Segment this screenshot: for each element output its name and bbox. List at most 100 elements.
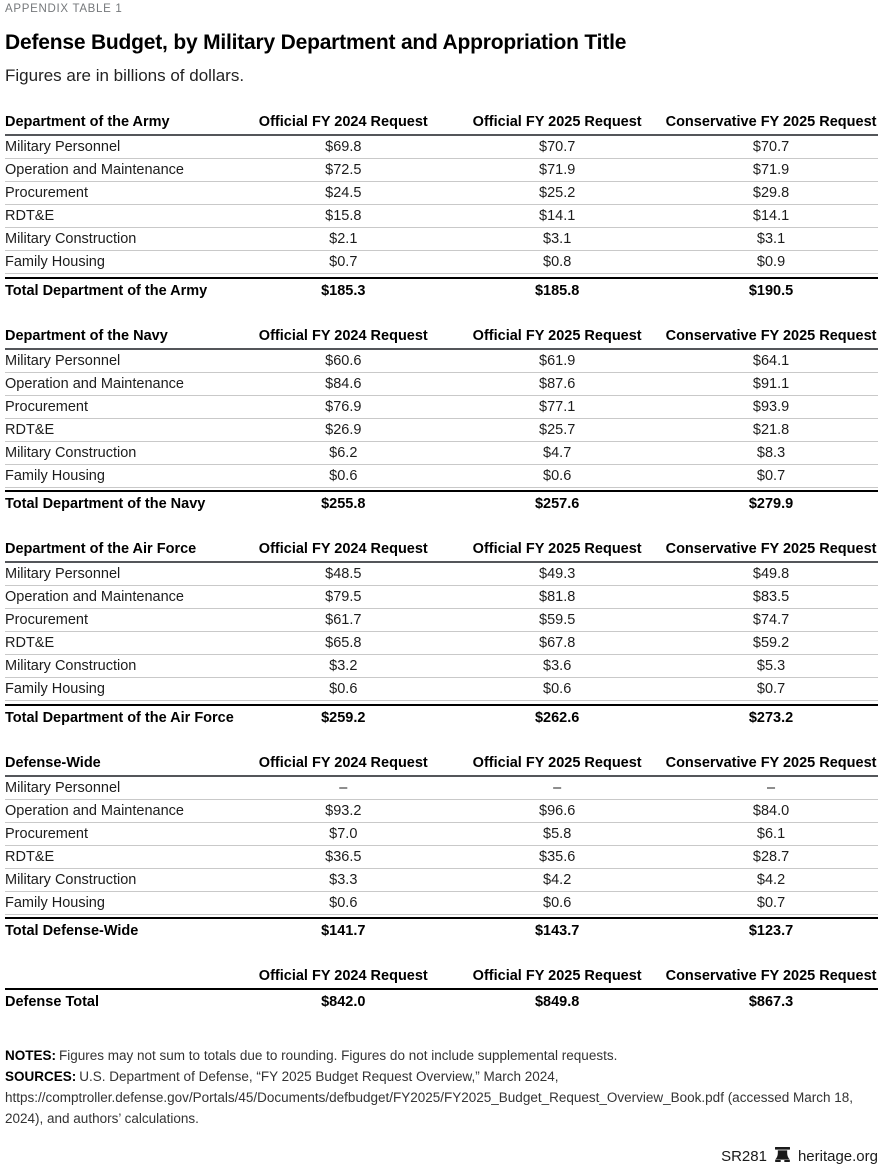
table-row: RDT&E $36.5 $35.6 $28.7	[5, 845, 878, 869]
row-value: –	[664, 775, 878, 800]
table-row: Family Housing $0.7 $0.8 $0.9	[5, 250, 878, 274]
total-value: $143.7	[450, 917, 665, 942]
column-header-fy2025: Official FY 2025 Request	[450, 539, 665, 563]
page-footer: SR281 heritage.org	[5, 1147, 878, 1166]
total-value: $273.2	[664, 703, 878, 729]
column-header-conservative: Conservative FY 2025 Request	[664, 966, 878, 990]
report-id: SR281	[721, 1148, 767, 1165]
total-label: Total Department of the Air Force	[5, 703, 237, 729]
row-value: $6.2	[236, 441, 451, 465]
page-subtitle: Figures are in billions of dollars.	[5, 66, 245, 85]
sources-text: U.S. Department of Defense, “FY 2025 Bud…	[5, 1069, 853, 1126]
row-value: $5.3	[664, 654, 878, 678]
column-header-conservative: Conservative FY 2025 Request	[664, 112, 878, 136]
row-label: Military Personnel	[5, 135, 237, 159]
row-label: Military Construction	[5, 654, 237, 678]
row-value: $64.1	[664, 348, 878, 373]
document-header: APPENDIX TABLE 1 Defense Budget, by Mili…	[5, 3, 878, 86]
row-value: $25.2	[450, 181, 665, 205]
row-value: $91.1	[664, 372, 878, 396]
row-label: RDT&E	[5, 418, 237, 442]
notes-and-sources: NOTES: Figures may not sum to totals due …	[5, 1045, 878, 1129]
table-row: Procurement $76.9 $77.1 $93.9	[5, 395, 878, 419]
table-row: Family Housing $0.6 $0.6 $0.7	[5, 464, 878, 488]
section-total-row: Total Department of the Air Force $259.2…	[5, 703, 878, 729]
row-value: $0.6	[450, 464, 665, 488]
row-value: $0.6	[450, 677, 665, 701]
row-label: Military Personnel	[5, 775, 237, 800]
row-value: $4.2	[664, 868, 878, 892]
section-title: Defense-Wide	[5, 752, 237, 777]
department-table: Department of the Navy Official FY 2024 …	[5, 325, 878, 515]
row-value: $71.9	[450, 158, 665, 182]
row-value: $96.6	[450, 799, 665, 823]
total-value: $141.7	[236, 917, 451, 942]
row-value: $48.5	[236, 562, 451, 586]
row-value: $0.6	[236, 677, 451, 701]
row-value: $28.7	[664, 845, 878, 869]
column-header-row: Defense-Wide Official FY 2024 Request Of…	[5, 752, 878, 777]
row-value: $49.3	[450, 562, 665, 586]
notes-line: NOTES: Figures may not sum to totals due …	[5, 1045, 878, 1066]
column-header-row: Department of the Army Official FY 2024 …	[5, 112, 878, 136]
grand-total-value: $867.3	[748, 994, 794, 1010]
total-value: $279.9	[664, 490, 878, 515]
row-value: $0.8	[450, 250, 665, 274]
row-value: $59.5	[450, 608, 665, 632]
column-header-fy2024: Official FY 2024 Request	[236, 112, 451, 136]
row-value: $67.8	[450, 631, 665, 655]
column-header-fy2024: Official FY 2024 Request	[236, 966, 451, 990]
table-row: Procurement $24.5 $25.2 $29.8	[5, 181, 878, 205]
row-value: $74.7	[664, 608, 878, 632]
column-header-fy2024: Official FY 2024 Request	[236, 539, 451, 563]
row-value: $83.5	[664, 585, 878, 609]
table-row: Family Housing $0.6 $0.6 $0.7	[5, 677, 878, 701]
total-value: $123.7	[664, 917, 878, 942]
column-header-conservative: Conservative FY 2025 Request	[664, 325, 878, 350]
grand-total-value: $849.8	[534, 994, 580, 1010]
column-header-row: Department of the Navy Official FY 2024 …	[5, 325, 878, 350]
row-value: $26.9	[236, 418, 451, 442]
column-header-fy2025: Official FY 2025 Request	[450, 966, 665, 990]
department-table: Department of the Army Official FY 2024 …	[5, 112, 878, 302]
row-value: $76.9	[236, 395, 451, 419]
row-label: Procurement	[5, 822, 237, 846]
table-row: Operation and Maintenance $72.5 $71.9 $7…	[5, 158, 878, 182]
row-value: $93.2	[236, 799, 451, 823]
table-row: Family Housing $0.6 $0.6 $0.7	[5, 891, 878, 915]
table-row: Operation and Maintenance $84.6 $87.6 $9…	[5, 372, 878, 396]
total-value: $190.5	[664, 276, 878, 302]
row-value: $61.9	[450, 348, 665, 373]
table-row: RDT&E $26.9 $25.7 $21.8	[5, 418, 878, 442]
row-label: Military Construction	[5, 227, 237, 251]
row-value: $84.6	[236, 372, 451, 396]
row-value: $5.8	[450, 822, 665, 846]
row-label: RDT&E	[5, 631, 237, 655]
row-value: $0.9	[664, 250, 878, 274]
row-label: Procurement	[5, 181, 237, 205]
table-row: Military Construction $2.1 $3.1 $3.1	[5, 227, 878, 251]
table-row: RDT&E $15.8 $14.1 $14.1	[5, 204, 878, 228]
row-label: Operation and Maintenance	[5, 158, 237, 182]
row-value: $29.8	[664, 181, 878, 205]
grand-total-value: $842.0	[321, 994, 366, 1010]
site-name: heritage.org	[797, 1148, 878, 1165]
table-row: Military Construction $3.3 $4.2 $4.2	[5, 868, 878, 892]
row-label: Military Construction	[5, 441, 237, 465]
page-title: Defense Budget, by Military Department a…	[5, 31, 627, 54]
row-label: Military Personnel	[5, 348, 237, 373]
column-header-fy2025: Official FY 2025 Request	[450, 752, 665, 777]
heritage-bell-icon	[774, 1147, 791, 1166]
row-value: $70.7	[664, 135, 878, 159]
column-header-fy2024: Official FY 2024 Request	[236, 752, 451, 777]
row-value: $6.1	[664, 822, 878, 846]
row-value: $59.2	[664, 631, 878, 655]
total-value: $255.8	[236, 490, 451, 515]
row-value: –	[450, 775, 665, 800]
row-label: Military Construction	[5, 868, 237, 892]
column-header-row: Official FY 2024 Request Official FY 202…	[5, 966, 878, 990]
table-row: Military Construction $3.2 $3.6 $5.3	[5, 654, 878, 678]
row-value: $24.5	[236, 181, 451, 205]
row-value: $72.5	[236, 158, 451, 182]
row-value: $0.7	[664, 891, 878, 915]
